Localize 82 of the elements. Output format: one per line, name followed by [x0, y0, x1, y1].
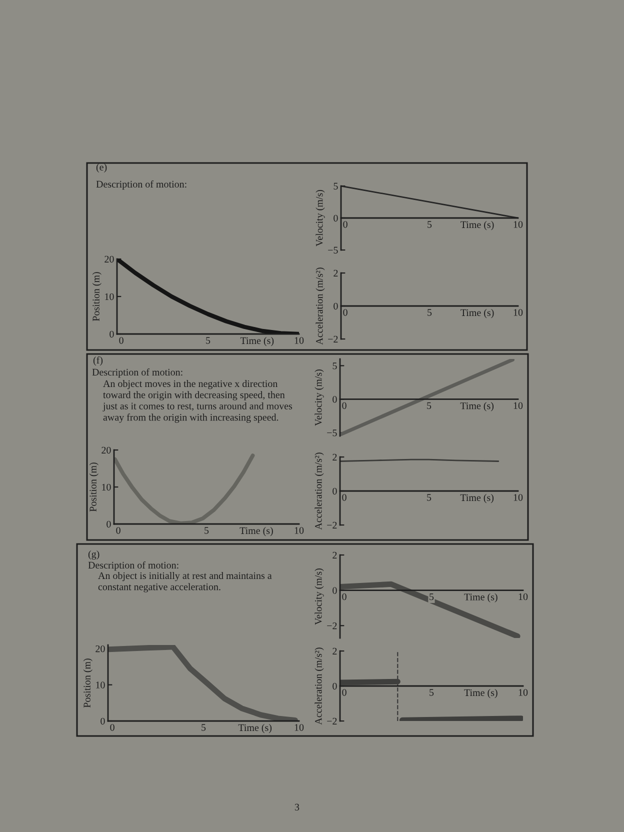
y-tick-label: −2: [327, 622, 337, 630]
y-tick-label: 0: [100, 718, 105, 725]
x-axis-title: Time (s): [460, 402, 494, 412]
x-axis-title: Time (s): [460, 494, 494, 504]
y-tick-label: −2: [327, 718, 337, 724]
text: (f): [93, 356, 103, 366]
y-tick-label: 0: [334, 214, 338, 222]
y-tick-label: 10: [102, 484, 111, 491]
x-tick-label: 10: [294, 724, 304, 731]
x-tick-label: 0: [342, 593, 346, 600]
x-tick-label: 0: [343, 309, 348, 316]
y-axis-title: Position (m): [89, 462, 98, 512]
x-axis-title: Time (s): [460, 309, 494, 318]
y-axis-title: Velocity (m/s): [314, 369, 324, 426]
y-tick-label: 20: [96, 645, 105, 652]
x-tick-label: 0: [116, 527, 120, 534]
y-tick-label: 10: [96, 682, 105, 688]
x-tick-label: 5: [430, 689, 434, 696]
y-axis-title: Velocity (m/s): [314, 568, 324, 625]
text: An object moves in the negative x direction toward the origin with decreasing speed, then just as it comes to rest, turns around and moves away from the origin with increasing speed.: [102, 380, 292, 423]
text: Description of motion:: [96, 180, 186, 190]
x-axis-title: Time (s): [238, 724, 272, 734]
x-tick-label: 10: [514, 494, 523, 501]
y-axis-title: Acceleration (m/s²): [316, 268, 325, 345]
y-tick-label: 2: [334, 270, 338, 276]
text: (g): [88, 550, 100, 560]
y-tick-label: 5: [332, 362, 337, 370]
y-tick-label: 0: [106, 520, 111, 528]
x-axis-title: Time (s): [240, 527, 273, 536]
x-axis-title: Time (s): [240, 337, 274, 346]
x-tick-label: 0: [342, 689, 346, 696]
x-tick-label: 10: [514, 221, 523, 228]
x-tick-label: 10: [514, 402, 523, 409]
x-tick-label: 10: [294, 337, 304, 344]
y-axis-title: Acceleration (m/s²): [314, 648, 324, 725]
y-tick-label: 20: [104, 256, 114, 263]
y-tick-label: 0: [332, 682, 337, 690]
x-tick-label: 5: [428, 309, 432, 316]
text: 3: [294, 804, 300, 811]
x-axis-title: Time (s): [464, 689, 498, 698]
y-tick-label: 0: [332, 488, 337, 495]
y-tick-label: 2: [332, 454, 337, 460]
x-tick-label: 10: [514, 309, 523, 316]
y-axis-title: Velocity (m/s): [316, 190, 325, 246]
x-tick-label: 5: [427, 402, 432, 409]
y-tick-label: −2: [327, 522, 337, 528]
line-series: [117, 259, 299, 334]
text: Description of motion:: [88, 561, 178, 571]
text: An object is initially at rest and maintains a constant negative acceleration.: [98, 572, 272, 592]
x-tick-label: 5: [428, 221, 432, 228]
y-tick-label: 0: [334, 302, 338, 310]
text: Description of motion:: [92, 368, 182, 378]
y-tick-label: −5: [328, 246, 338, 254]
y-tick-label: 0: [110, 330, 114, 338]
x-tick-label: 5: [430, 593, 434, 600]
y-axis-title: Acceleration (m/s²): [314, 452, 324, 530]
text: (e): [96, 163, 107, 173]
y-tick-label: 20: [102, 446, 111, 454]
y-tick-label: −2: [328, 336, 338, 342]
x-tick-label: 10: [518, 689, 528, 696]
line-series: [114, 454, 255, 524]
y-tick-label: 0: [332, 396, 337, 403]
x-tick-label: 5: [206, 337, 210, 344]
y-tick-label: 2: [332, 648, 337, 654]
y-tick-label: 2: [332, 552, 337, 558]
x-tick-label: 0: [343, 221, 348, 228]
x-tick-label: 10: [294, 527, 304, 534]
y-axis-title: Position (m): [92, 272, 102, 322]
x-tick-label: 5: [202, 724, 206, 731]
x-tick-label: 5: [204, 527, 209, 534]
x-axis-title: Time (s): [460, 221, 494, 230]
x-tick-label: 0: [119, 337, 124, 344]
x-tick-label: 5: [427, 494, 432, 501]
x-tick-label: 10: [518, 593, 528, 600]
y-tick-label: 0: [332, 587, 337, 594]
y-tick-label: 5: [334, 182, 338, 190]
y-axis-title: Position (m): [83, 658, 92, 708]
x-axis-title: Time (s): [464, 593, 498, 602]
y-tick-label: 10: [105, 293, 114, 300]
y-tick-label: −5: [327, 430, 337, 436]
x-tick-label: 0: [342, 494, 346, 501]
x-tick-label: 0: [342, 402, 346, 409]
